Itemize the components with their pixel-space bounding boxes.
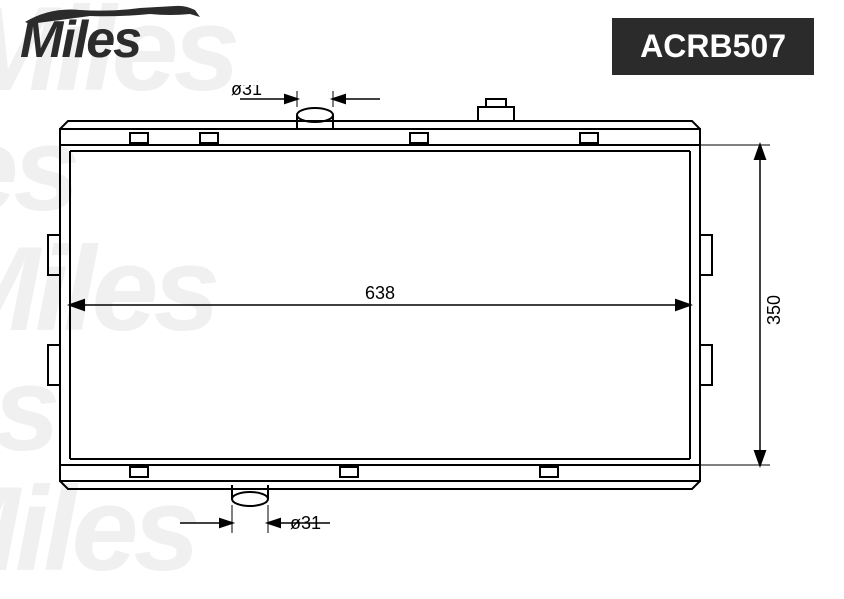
- dim-outlet-label: ø31: [290, 513, 321, 533]
- dim-height-label: 350: [764, 295, 784, 325]
- dim-inlet-label: ø31: [231, 85, 262, 99]
- radiator-diagram: 638 350 ø31 ø31: [40, 85, 800, 575]
- brand-logo: Miles: [20, 10, 140, 70]
- greyhound-icon: [20, 2, 220, 32]
- dim-width-label: 638: [365, 283, 395, 303]
- part-number-badge: ACRB507: [612, 18, 814, 75]
